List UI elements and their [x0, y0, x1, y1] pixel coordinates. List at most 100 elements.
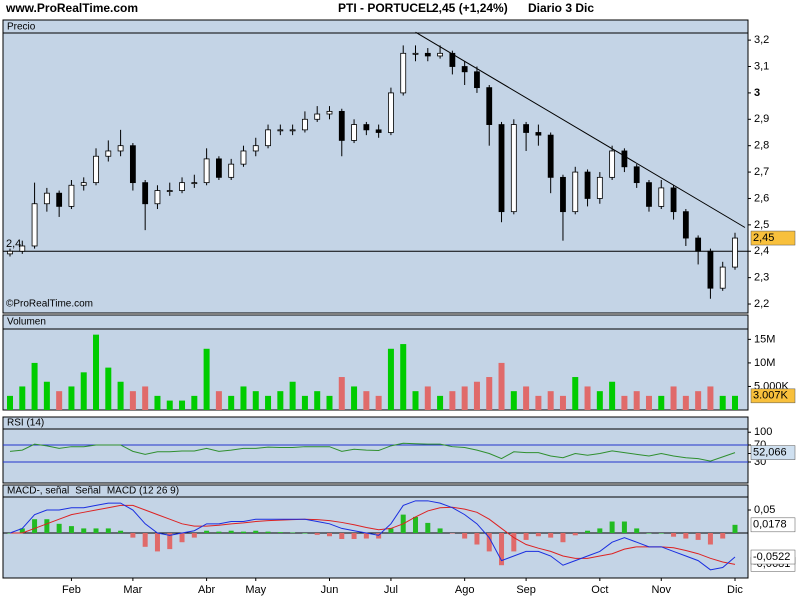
candle-body	[93, 155, 99, 184]
histogram-bar	[486, 533, 492, 552]
candle-body	[363, 124, 370, 131]
histogram-bar	[130, 533, 136, 538]
legend-entry: MACD (12 26 9)	[107, 486, 179, 497]
volume-bar	[228, 395, 235, 410]
volume-bar	[203, 348, 210, 410]
panel-title: Precio	[7, 22, 36, 33]
candle-body	[215, 158, 222, 178]
volume-bar	[277, 391, 284, 410]
candle-body	[314, 113, 321, 120]
candle-body	[560, 176, 566, 213]
histogram-bar	[179, 533, 185, 543]
histogram-bar	[216, 531, 222, 534]
candle-body	[732, 237, 738, 268]
indicator-line	[10, 504, 736, 565]
y-tick-label: 3,1	[754, 60, 769, 72]
volume-bar	[510, 391, 517, 410]
candle-body	[633, 166, 640, 184]
y-tick-label: 2,6	[754, 192, 769, 204]
volume-bar	[351, 386, 358, 410]
histogram-bar	[609, 521, 615, 534]
candle-body	[682, 211, 689, 239]
last-value-label: 0,0178	[753, 519, 787, 531]
last-value-label: 2,45	[753, 232, 774, 244]
volume-bar	[215, 391, 222, 410]
volume-bar	[191, 395, 198, 410]
candle-body	[461, 66, 468, 73]
histogram-bar	[535, 533, 541, 537]
last-value-label: 3.007K	[753, 390, 789, 402]
histogram-bar	[658, 533, 664, 534]
indicator-line	[9, 500, 736, 571]
candle-body	[338, 110, 345, 141]
candle-body	[203, 158, 210, 184]
candle-body	[154, 190, 161, 205]
candle-body	[498, 124, 505, 213]
candle-body	[424, 52, 431, 57]
histogram-bar	[326, 533, 332, 537]
histogram-bar	[449, 533, 455, 534]
y-tick-label: 3,2	[754, 34, 769, 46]
volume-bar	[424, 386, 431, 410]
volume-bar	[682, 395, 689, 410]
histogram-bar	[44, 519, 50, 534]
last-value-box	[750, 445, 796, 460]
volume-bar	[19, 386, 26, 410]
volume-bar	[461, 386, 468, 410]
histogram-bar	[105, 528, 111, 534]
volume-bar	[154, 395, 161, 410]
candle-body	[289, 129, 296, 132]
histogram-bar	[499, 533, 505, 566]
x-tick-label: Dic	[727, 584, 743, 596]
histogram-bar	[56, 523, 62, 534]
volume-bar	[252, 391, 259, 410]
histogram-bar	[277, 532, 283, 534]
histogram-bar	[154, 533, 160, 552]
candle-body	[302, 118, 308, 131]
histogram-bar	[228, 530, 234, 534]
volume-bar	[301, 395, 308, 410]
y-tick-label: 100	[754, 426, 772, 438]
histogram-bar	[585, 530, 591, 534]
x-tick-label: Jun	[321, 584, 339, 596]
histogram-bar	[646, 533, 652, 534]
candle-body	[584, 171, 591, 199]
x-tick-label: Nov	[651, 584, 671, 596]
candle-body	[719, 266, 726, 289]
volume-bar	[584, 386, 591, 410]
volume-bar	[437, 395, 444, 410]
histogram-bar	[32, 519, 38, 534]
last-value-box	[750, 230, 796, 246]
indicator-line	[9, 442, 736, 462]
legend-entry: MACD-, señal	[7, 486, 69, 497]
histogram-bar	[314, 533, 320, 535]
volume-bar	[363, 391, 370, 410]
volume-bar	[523, 386, 530, 410]
volume-bar	[559, 395, 566, 410]
last-value-box	[750, 517, 796, 533]
candle-body	[646, 182, 652, 207]
candle-body	[142, 182, 149, 205]
last-value-box	[750, 549, 796, 565]
histogram-bar	[683, 533, 689, 539]
volume-bar	[609, 381, 616, 410]
histogram-bar	[462, 533, 468, 539]
candle-body	[486, 87, 493, 125]
volume-bar	[412, 391, 419, 410]
candle-body	[7, 250, 13, 255]
histogram-bar	[671, 533, 677, 537]
candle-body	[56, 192, 63, 207]
y-tick-label: 2,8	[754, 140, 769, 152]
histogram-bar	[81, 528, 87, 534]
volume-bar	[43, 381, 50, 410]
y-tick-label: 0,05	[754, 504, 775, 516]
histogram-bar	[732, 524, 738, 534]
histogram-bar	[19, 528, 25, 534]
candle-body	[80, 182, 87, 186]
histogram-bar	[511, 533, 517, 552]
legend-entry: RSI (14)	[7, 418, 44, 429]
histogram-bar	[142, 533, 148, 547]
candle-body	[572, 171, 579, 213]
